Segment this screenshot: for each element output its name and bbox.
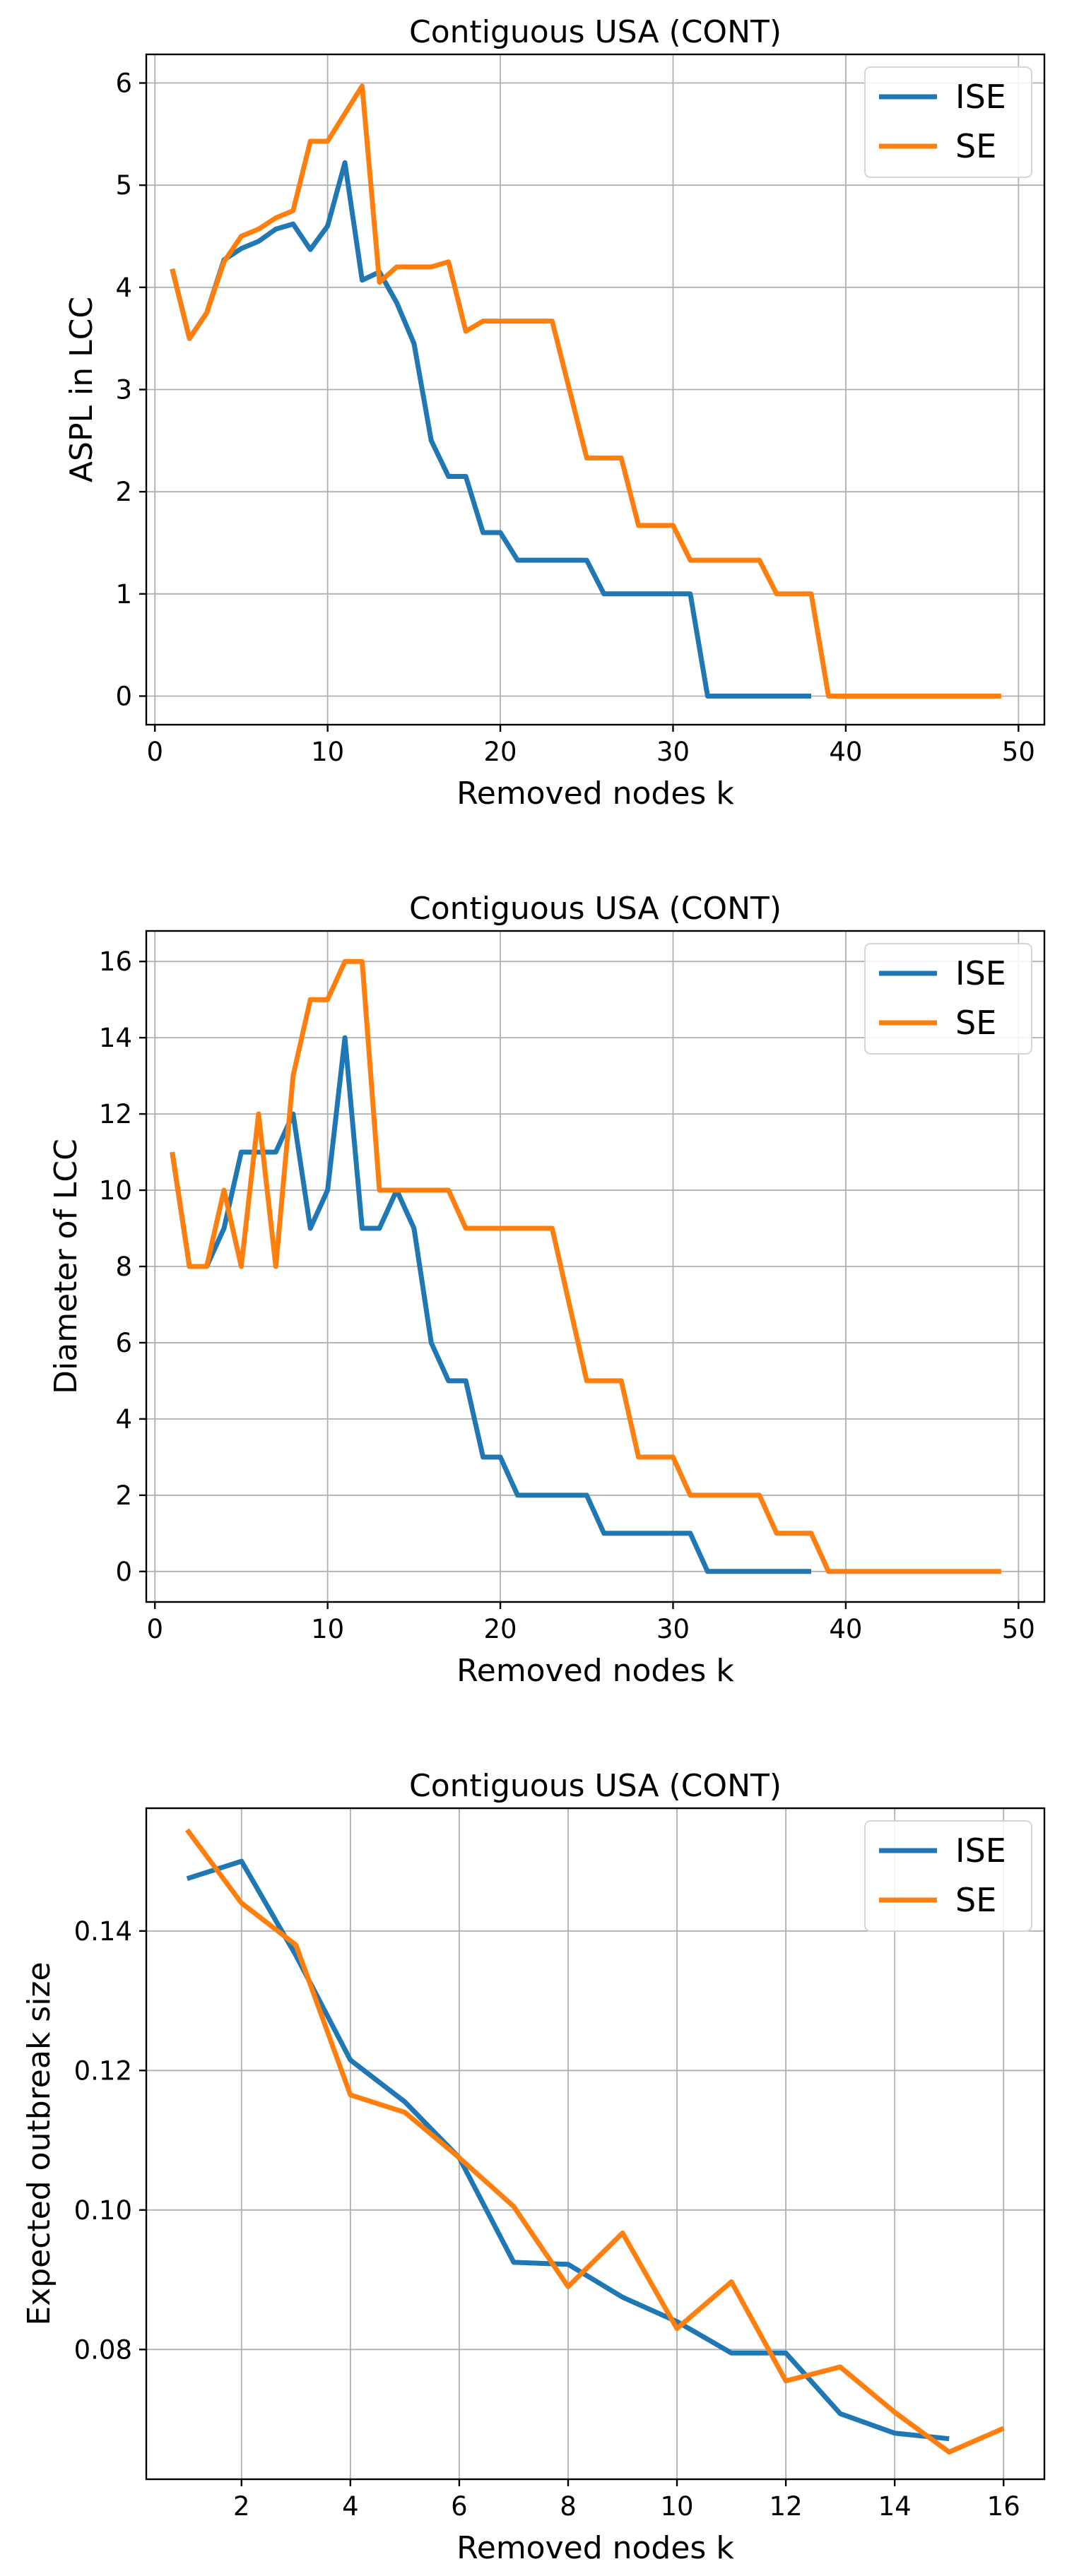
legend: ISE SE — [864, 66, 1032, 178]
y-tick-label: 0 — [115, 1557, 132, 1587]
x-tick-label: 30 — [656, 1614, 690, 1644]
x-tick-label: 12 — [770, 2491, 803, 2522]
y-tick-label: 0.12 — [74, 2055, 132, 2086]
chart-1: 0 10 20 30 40 50 0 1 2 3 4 5 6 Contiguous USA (CONT) R… — [64, 14, 1046, 812]
legend-label-ise: ISE — [955, 1832, 1006, 1870]
y-tick-label: 0.10 — [74, 2195, 132, 2226]
x-tick-label: 20 — [484, 737, 517, 767]
y-tick-label: 2 — [115, 1480, 132, 1511]
y-axis-label: ASPL in LCC — [64, 297, 100, 482]
x-tick-label: 0 — [146, 737, 163, 767]
y-tick-label: 4 — [115, 1404, 132, 1435]
legend: ISE SE — [864, 1820, 1032, 1932]
y-tick-label: 4 — [115, 273, 132, 303]
x-tick-label: 2 — [233, 2491, 250, 2522]
series-line-ise — [170, 160, 811, 699]
x-tick-label: 40 — [829, 1614, 862, 1644]
y-tick-label: 2 — [115, 477, 132, 507]
x-tick-label: 10 — [311, 737, 344, 767]
x-tick-label: 4 — [342, 2491, 359, 2522]
y-tick-label: 8 — [115, 1252, 132, 1282]
x-tick-label: 50 — [1002, 1614, 1035, 1644]
legend-box — [864, 943, 1032, 1055]
series-line-se — [170, 83, 1001, 699]
x-axis-label: Removed nodes k — [456, 2530, 734, 2566]
y-tick-label: 14 — [99, 1023, 132, 1053]
series-line-ise — [170, 1035, 811, 1574]
series-line-se — [170, 958, 1001, 1574]
y-tick-label: 0.14 — [74, 1916, 132, 1947]
x-tick-label: 10 — [660, 2491, 693, 2522]
y-tick-label: 0 — [115, 681, 132, 711]
chart-title: Contiguous USA (CONT) — [409, 14, 782, 50]
chart-3: 2 4 6 8 10 12 14 16 0.08 0.10 0.12 0.14 Contiguous U… — [21, 1768, 1046, 2566]
chart-title: Contiguous USA (CONT) — [409, 1768, 782, 1804]
y-tick-label: 10 — [99, 1175, 132, 1206]
y-axis-label: Diameter of LCC — [48, 1139, 84, 1394]
y-tick-label: 3 — [115, 375, 132, 405]
x-tick-label: 14 — [878, 2491, 912, 2522]
legend: ISE SE — [864, 943, 1032, 1055]
plot-frame — [145, 1807, 1046, 2481]
x-tick-label: 6 — [451, 2491, 468, 2522]
x-axis-label: Removed nodes k — [456, 1653, 734, 1689]
y-tick-label: 6 — [115, 1328, 132, 1358]
series-line-se — [184, 1828, 1005, 2455]
y-axis-label: Expected outbreak size — [21, 1961, 57, 2325]
x-tick-label: 16 — [987, 2491, 1020, 2522]
legend-box — [864, 1820, 1032, 1932]
y-tick-label: 1 — [115, 579, 132, 610]
y-tick-label: 0.08 — [74, 2334, 132, 2365]
y-tick-label: 5 — [115, 170, 132, 201]
x-tick-label: 40 — [829, 737, 862, 767]
x-tick-label: 8 — [560, 2491, 577, 2522]
y-tick-label: 16 — [99, 946, 132, 977]
legend-label-ise: ISE — [955, 954, 1006, 992]
legend-label-se: SE — [955, 127, 996, 165]
legend-label-ise: ISE — [955, 78, 1006, 116]
x-tick-label: 0 — [146, 1614, 163, 1644]
chart-title: Contiguous USA (CONT) — [409, 891, 782, 927]
y-tick-label: 6 — [115, 69, 132, 99]
y-tick-label: 12 — [99, 1099, 132, 1129]
x-axis-label: Removed nodes k — [456, 776, 734, 812]
x-tick-label: 20 — [484, 1614, 517, 1644]
x-tick-label: 50 — [1002, 737, 1035, 767]
x-tick-label: 10 — [311, 1614, 344, 1644]
legend-label-se: SE — [955, 1004, 996, 1042]
x-tick-label: 30 — [656, 737, 690, 767]
legend-box — [864, 66, 1032, 178]
legend-label-se: SE — [955, 1881, 996, 1919]
chart-2: 0 10 20 30 40 50 0 2 4 6 8 10 12 14 16 Contiguous USA (… — [48, 891, 1046, 1689]
